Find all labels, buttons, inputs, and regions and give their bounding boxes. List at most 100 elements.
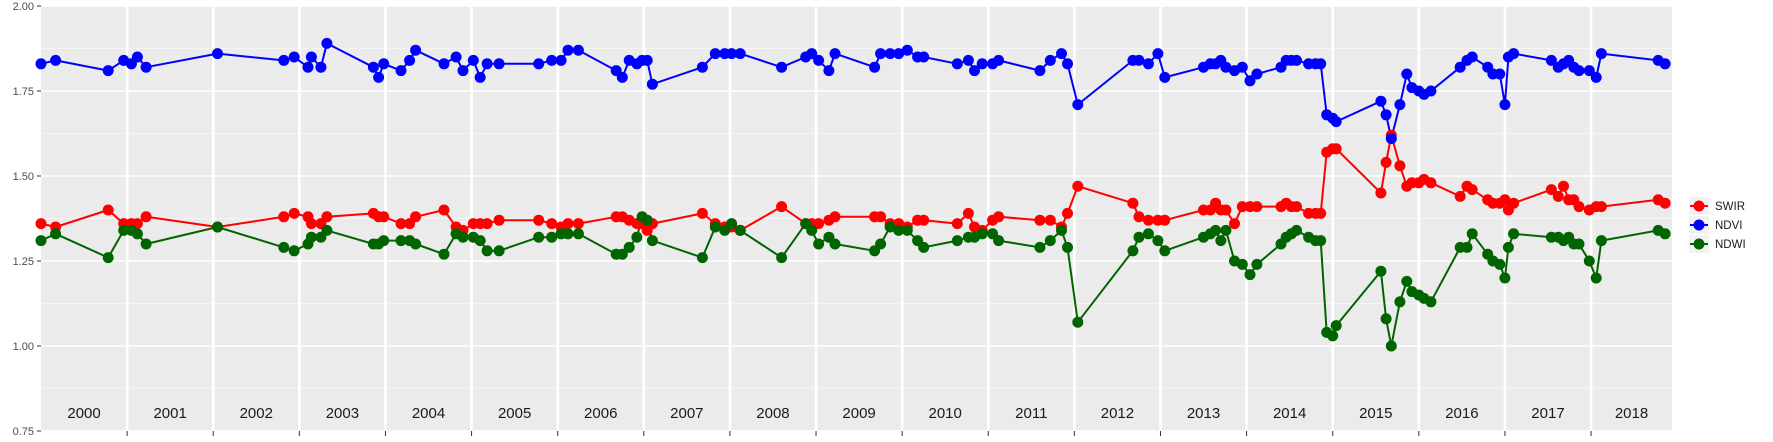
data-point-ndwi xyxy=(719,224,731,236)
data-point-ndvi xyxy=(102,65,114,77)
data-point-ndwi xyxy=(709,221,721,233)
data-point-swir xyxy=(1545,184,1557,196)
data-point-ndvi xyxy=(1291,54,1302,66)
year-label: 2018 xyxy=(1615,405,1648,422)
data-point-ndwi xyxy=(305,231,317,243)
data-point-ndwi xyxy=(546,231,558,243)
data-point-ndwi xyxy=(1220,224,1232,236)
data-point-ndwi xyxy=(1461,241,1473,253)
data-point-ndvi xyxy=(1315,58,1327,70)
data-point-ndvi xyxy=(533,58,545,70)
data-point-ndvi xyxy=(1251,68,1263,80)
data-point-ndwi xyxy=(976,228,988,240)
data-point-swir xyxy=(1072,180,1084,192)
data-point-ndvi xyxy=(438,58,450,70)
data-point-swir xyxy=(35,218,47,230)
year-label: 2017 xyxy=(1531,405,1564,422)
data-point-ndvi xyxy=(278,54,290,66)
data-point-ndvi xyxy=(641,54,653,66)
data-point-ndwi xyxy=(696,252,708,264)
data-point-ndwi xyxy=(1659,228,1671,240)
data-point-ndvi xyxy=(1056,48,1067,60)
data-point-ndwi xyxy=(776,252,788,264)
y-tick-label: 1.50 xyxy=(13,171,34,183)
data-point-ndvi xyxy=(555,54,567,66)
data-point-ndvi xyxy=(869,61,881,73)
data-point-ndvi xyxy=(616,71,628,83)
legend: SWIR NDVI NDWI xyxy=(1689,197,1746,253)
data-point-ndwi xyxy=(481,245,493,257)
data-point-ndwi xyxy=(875,238,887,250)
legend-label-swir: SWIR xyxy=(1715,201,1745,213)
data-point-ndwi xyxy=(1499,272,1511,284)
data-point-ndwi xyxy=(1508,228,1520,240)
data-point-ndvi xyxy=(829,48,841,60)
data-point-ndvi xyxy=(1401,68,1413,80)
data-point-ndwi xyxy=(646,235,658,247)
data-point-ndwi xyxy=(438,248,450,260)
data-point-ndwi xyxy=(378,235,390,247)
data-point-ndwi xyxy=(1327,330,1339,342)
data-point-ndvi xyxy=(1466,51,1478,63)
data-point-ndwi xyxy=(1062,241,1073,253)
data-point-ndwi xyxy=(951,235,963,247)
year-label: 2014 xyxy=(1273,405,1306,422)
data-point-swir xyxy=(993,211,1005,223)
y-tick-label: 1.25 xyxy=(13,256,34,268)
data-point-ndvi xyxy=(1244,75,1256,87)
data-point-ndwi xyxy=(1466,228,1478,240)
year-label: 2009 xyxy=(842,405,875,422)
data-point-swir xyxy=(1466,184,1478,196)
data-point-ndwi xyxy=(1502,241,1514,253)
data-point-ndwi xyxy=(806,224,818,236)
data-point-ndwi xyxy=(1380,313,1392,325)
data-point-ndvi xyxy=(493,58,505,70)
data-point-swir xyxy=(102,204,114,216)
data-point-ndvi xyxy=(951,58,963,70)
data-point-ndvi xyxy=(474,71,486,83)
data-point-ndwi xyxy=(993,235,1005,247)
year-label: 2013 xyxy=(1187,405,1220,422)
data-point-ndvi xyxy=(1152,48,1164,60)
data-point-ndwi xyxy=(1385,340,1397,352)
data-point-ndwi xyxy=(623,241,635,253)
data-point-swir xyxy=(696,207,708,219)
year-label: 2004 xyxy=(412,405,445,422)
year-label: 2003 xyxy=(326,405,359,422)
data-point-ndwi xyxy=(829,238,841,250)
data-point-ndvi xyxy=(976,58,988,70)
data-point-ndwi xyxy=(457,231,469,243)
data-point-ndvi xyxy=(288,51,300,63)
data-point-ndvi xyxy=(993,54,1005,66)
data-point-ndwi xyxy=(288,245,300,257)
data-point-ndvi xyxy=(1454,61,1466,73)
data-point-ndvi xyxy=(1072,99,1084,111)
data-point-ndwi xyxy=(1595,235,1607,247)
data-point-swir xyxy=(1236,201,1248,213)
data-point-ndvi xyxy=(696,61,708,73)
data-point-swir xyxy=(305,218,317,230)
data-point-ndvi xyxy=(1385,133,1397,145)
data-point-ndvi xyxy=(1595,48,1607,60)
data-point-ndwi xyxy=(1215,235,1227,247)
data-point-swir xyxy=(321,211,333,223)
data-point-ndwi xyxy=(1072,316,1084,328)
data-point-ndwi xyxy=(1127,245,1139,257)
data-point-ndvi xyxy=(1236,61,1248,73)
data-point-ndwi xyxy=(572,228,584,240)
data-point-ndwi xyxy=(734,224,746,236)
data-point-ndwi xyxy=(321,224,333,236)
data-point-ndwi xyxy=(1291,224,1302,236)
data-point-swir xyxy=(278,211,290,223)
data-point-ndvi xyxy=(1590,71,1602,83)
data-point-ndwi xyxy=(212,221,223,233)
data-point-ndvi xyxy=(140,61,152,73)
legend-marker-swir xyxy=(1693,200,1705,212)
data-point-ndvi xyxy=(1499,99,1511,111)
year-label: 2006 xyxy=(584,405,617,422)
data-point-ndvi xyxy=(875,48,887,60)
data-point-ndvi xyxy=(367,61,379,73)
data-point-swir xyxy=(1229,218,1240,230)
data-point-ndvi xyxy=(35,58,47,70)
data-point-ndwi xyxy=(35,235,47,247)
